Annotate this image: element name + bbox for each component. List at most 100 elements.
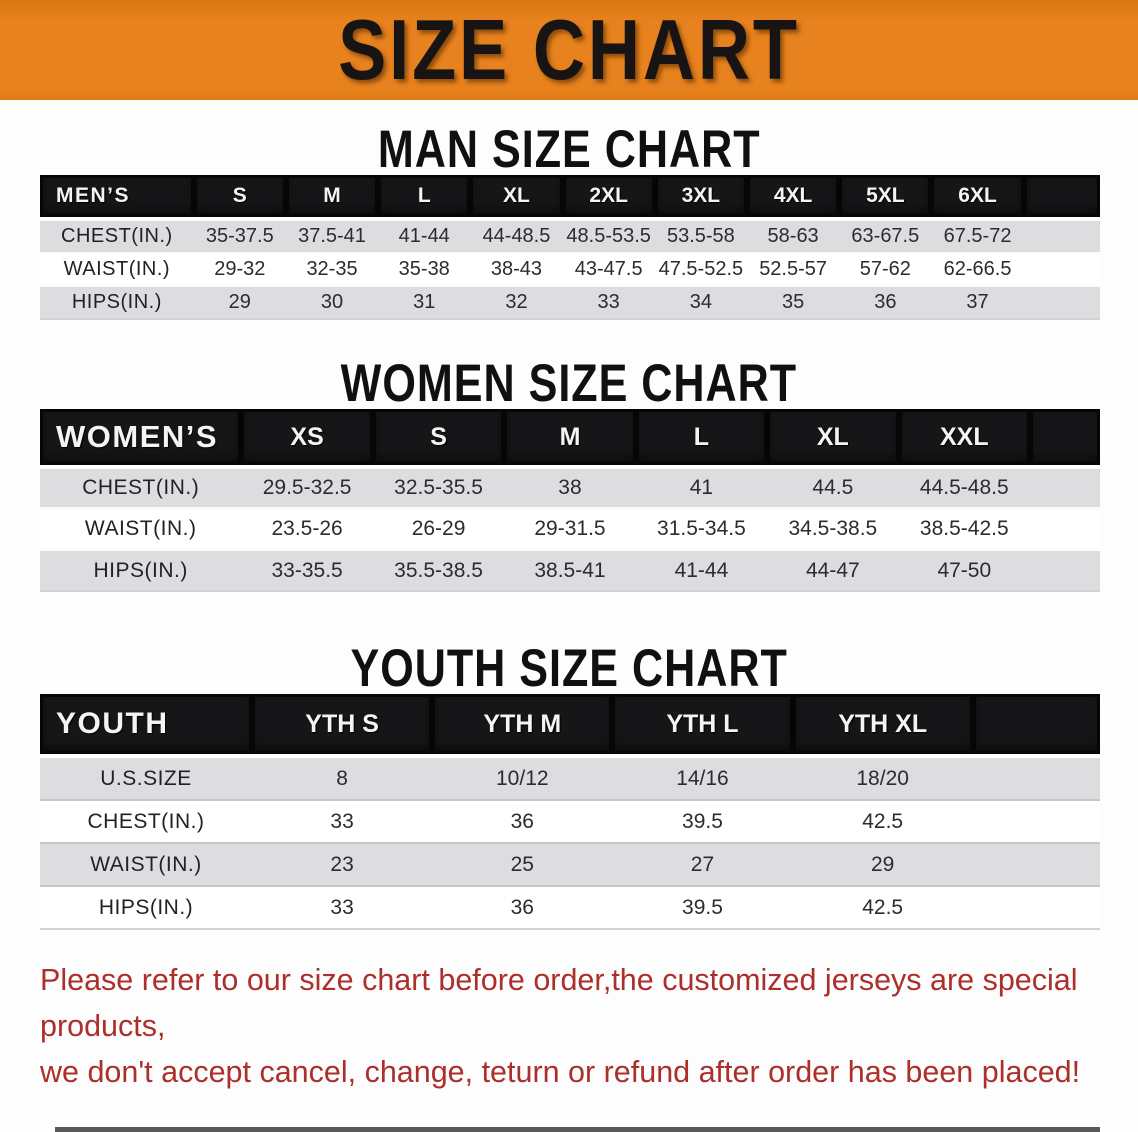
row-label: HIPS(IN.) — [40, 287, 194, 320]
measurement-cell: 34 — [654, 287, 747, 320]
measurement-cell: 39.5 — [612, 887, 793, 930]
table-header-label: WOMEN’S — [40, 409, 242, 469]
measurement-cell: 41 — [635, 469, 768, 510]
row-label: CHEST(IN.) — [40, 801, 252, 844]
youth-size-table: YOUTH YTH S YTH M YTH L YTH XL U.S.SIZE 8 10/1… — [40, 694, 1100, 930]
measurement-cell: 34.5-38.5 — [767, 510, 899, 551]
measurement-cell: 38-43 — [470, 254, 563, 287]
row-spacer-cell — [972, 887, 1100, 930]
measurement-cell: 47-50 — [898, 551, 1031, 592]
measurement-cell: 29-32 — [193, 254, 286, 287]
measurement-cell: 32 — [470, 287, 563, 320]
measurement-cell: 58-63 — [747, 221, 840, 254]
measurement-cell: 38.5-42.5 — [898, 510, 1031, 551]
women-size-table: WOMEN’S XS S M L XL XXL CHEST(IN.) 29.5-32.5 32.… — [40, 409, 1100, 592]
size-chart-banner: SIZE CHART — [0, 0, 1138, 100]
measurement-cell: 23 — [252, 844, 433, 887]
measurement-cell: 25 — [432, 844, 613, 887]
measurement-cell: 37 — [931, 287, 1024, 320]
size-column-header: XXL — [898, 409, 1031, 469]
size-column-header: 3XL — [654, 175, 747, 221]
row-label: WAIST(IN.) — [40, 254, 194, 287]
row-spacer-cell — [1023, 221, 1100, 254]
row-spacer-cell — [1030, 551, 1100, 592]
measurement-cell: 39.5 — [612, 801, 793, 844]
measurement-cell: 37.5-41 — [285, 221, 379, 254]
table-row: CHEST(IN.) 29.5-32.5 32.5-35.5 38 41 44.5 44.5… — [40, 469, 1100, 510]
size-column-header: M — [285, 175, 379, 221]
measurement-cell: 33-35.5 — [241, 551, 373, 592]
row-label: CHEST(IN.) — [40, 469, 242, 510]
row-label: WAIST(IN.) — [40, 510, 242, 551]
measurement-cell: 44-47 — [767, 551, 899, 592]
measurement-cell: 44.5 — [767, 469, 899, 510]
measurement-cell: 14/16 — [612, 758, 793, 801]
size-column-header: XL — [470, 175, 563, 221]
measurement-cell: 29-31.5 — [504, 510, 636, 551]
measurement-cell: 33 — [252, 801, 433, 844]
table-row: WAIST(IN.) 23.5-26 26-29 29-31.5 31.5-34.5 34… — [40, 510, 1100, 551]
measurement-cell: 44.5-48.5 — [898, 469, 1031, 510]
measurement-cell: 63-67.5 — [839, 221, 932, 254]
size-column-header: S — [372, 409, 505, 469]
size-column-header: YTH L — [612, 694, 793, 758]
banner-title: SIZE CHART — [338, 2, 800, 98]
measurement-cell: 31.5-34.5 — [635, 510, 768, 551]
measurement-cell: 33 — [252, 887, 433, 930]
measurement-cell: 26-29 — [372, 510, 505, 551]
measurement-cell: 30 — [285, 287, 379, 320]
size-column-header: 2XL — [562, 175, 655, 221]
size-column-header: YTH S — [252, 694, 433, 758]
measurement-cell: 36 — [839, 287, 932, 320]
header-spacer-cell — [1030, 409, 1100, 469]
row-spacer-cell — [972, 758, 1100, 801]
measurement-cell: 10/12 — [432, 758, 613, 801]
table-row: HIPS(IN.) 29 30 31 32 33 34 35 36 37 — [40, 287, 1100, 320]
measurement-cell: 29 — [193, 287, 286, 320]
women-section-title: WOMEN SIZE CHART — [340, 354, 798, 413]
measurement-cell: 29 — [792, 844, 973, 887]
row-label: HIPS(IN.) — [40, 887, 252, 930]
row-label: U.S.SIZE — [40, 758, 252, 801]
measurement-cell: 48.5-53.5 — [562, 221, 655, 254]
header-spacer-cell — [972, 694, 1100, 758]
measurement-cell: 41-44 — [378, 221, 471, 254]
measurement-cell: 67.5-72 — [931, 221, 1024, 254]
size-column-header: L — [635, 409, 768, 469]
measurement-cell: 31 — [378, 287, 471, 320]
disclaimer-text: Please refer to our size chart before or… — [40, 957, 1118, 1095]
row-label: WAIST(IN.) — [40, 844, 252, 887]
table-row: CHEST(IN.) 33 36 39.5 42.5 — [40, 801, 1100, 844]
row-spacer-cell — [1030, 510, 1100, 551]
measurement-cell: 57-62 — [839, 254, 932, 287]
measurement-cell: 44-48.5 — [470, 221, 563, 254]
measurement-cell: 38 — [504, 469, 636, 510]
row-label: HIPS(IN.) — [40, 551, 242, 592]
disclaimer-line-2: we don't accept cancel, change, teturn o… — [40, 1055, 1081, 1089]
row-label: CHEST(IN.) — [40, 221, 194, 254]
size-column-header: 6XL — [931, 175, 1024, 221]
bottom-edge-line — [55, 1127, 1100, 1132]
measurement-cell: 32.5-35.5 — [372, 469, 505, 510]
measurement-cell: 36 — [432, 801, 613, 844]
table-row: WAIST(IN.) 29-32 32-35 35-38 38-43 43-47.5 47.… — [40, 254, 1100, 287]
header-spacer-cell — [1023, 175, 1100, 221]
row-spacer-cell — [1023, 254, 1100, 287]
row-spacer-cell — [972, 844, 1100, 887]
measurement-cell: 53.5-58 — [654, 221, 747, 254]
size-column-header: L — [378, 175, 471, 221]
size-column-header: 4XL — [747, 175, 840, 221]
size-column-header: 5XL — [839, 175, 932, 221]
table-row: HIPS(IN.) 33 36 39.5 42.5 — [40, 887, 1100, 930]
size-column-header: XL — [767, 409, 899, 469]
size-column-header: YTH M — [432, 694, 613, 758]
table-row: HIPS(IN.) 33-35.5 35.5-38.5 38.5-41 41-44 44-… — [40, 551, 1100, 592]
measurement-cell: 52.5-57 — [747, 254, 840, 287]
measurement-cell: 47.5-52.5 — [654, 254, 747, 287]
measurement-cell: 42.5 — [792, 887, 973, 930]
measurement-cell: 43-47.5 — [562, 254, 655, 287]
youth-header-row: YOUTH YTH S YTH M YTH L YTH XL — [40, 694, 1100, 758]
table-row: CHEST(IN.) 35-37.5 37.5-41 41-44 44-48.5 48.5… — [40, 221, 1100, 254]
measurement-cell: 23.5-26 — [241, 510, 373, 551]
measurement-cell: 27 — [612, 844, 793, 887]
